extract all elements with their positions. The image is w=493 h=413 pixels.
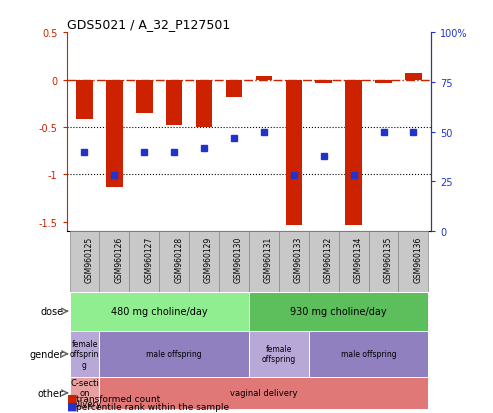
Text: GSM960131: GSM960131 <box>264 236 273 282</box>
Text: percentile rank within the sample: percentile rank within the sample <box>76 402 230 411</box>
Text: 930 mg choline/day: 930 mg choline/day <box>290 306 387 316</box>
Bar <box>196 80 212 128</box>
Bar <box>249 232 279 292</box>
Text: male offspring: male offspring <box>341 349 396 358</box>
Text: GDS5021 / A_32_P127501: GDS5021 / A_32_P127501 <box>67 17 230 31</box>
Bar <box>70 232 100 292</box>
Text: 480 mg choline/day: 480 mg choline/day <box>111 306 208 316</box>
Bar <box>106 80 123 187</box>
Bar <box>100 331 249 377</box>
Bar <box>219 232 249 292</box>
Text: GSM960133: GSM960133 <box>294 236 303 282</box>
Text: ■: ■ <box>67 393 77 403</box>
Bar <box>249 292 428 331</box>
Bar <box>226 80 242 97</box>
Text: ■: ■ <box>67 401 77 411</box>
Text: female
offspring: female offspring <box>262 344 296 363</box>
Bar <box>129 232 159 292</box>
Bar <box>369 232 398 292</box>
Bar <box>256 76 272 80</box>
Bar <box>346 80 362 225</box>
Bar <box>405 74 422 80</box>
Text: male offspring: male offspring <box>146 349 202 358</box>
Text: GSM960127: GSM960127 <box>144 236 153 282</box>
Bar <box>279 232 309 292</box>
Bar <box>76 80 93 120</box>
Text: transformed count: transformed count <box>76 394 161 403</box>
Text: other: other <box>37 388 64 398</box>
Text: dose: dose <box>40 306 64 316</box>
Bar <box>316 80 332 84</box>
Bar <box>189 232 219 292</box>
Text: GSM960136: GSM960136 <box>414 236 423 282</box>
Bar <box>309 331 428 377</box>
Text: GSM960126: GSM960126 <box>114 236 123 282</box>
Bar <box>249 331 309 377</box>
Text: GSM960129: GSM960129 <box>204 236 213 282</box>
Bar <box>70 292 249 331</box>
Text: GSM960130: GSM960130 <box>234 236 243 282</box>
Bar <box>159 232 189 292</box>
Bar <box>309 232 339 292</box>
Bar <box>100 232 129 292</box>
Text: vaginal delivery: vaginal delivery <box>230 388 298 397</box>
Text: GSM960135: GSM960135 <box>384 236 392 282</box>
Text: gender: gender <box>29 349 64 359</box>
Text: GSM960134: GSM960134 <box>353 236 363 282</box>
Text: C-secti
on
delivery: C-secti on delivery <box>68 378 102 408</box>
Text: GSM960132: GSM960132 <box>324 236 333 282</box>
Bar <box>70 377 100 409</box>
Bar <box>339 232 369 292</box>
Bar <box>375 80 392 84</box>
Bar <box>398 232 428 292</box>
Bar <box>136 80 152 114</box>
Bar <box>285 80 302 225</box>
Bar <box>166 80 182 126</box>
Text: female
offsprin
g: female offsprin g <box>70 339 99 369</box>
Text: GSM960128: GSM960128 <box>174 236 183 282</box>
Bar <box>70 331 100 377</box>
Text: GSM960125: GSM960125 <box>84 236 94 282</box>
